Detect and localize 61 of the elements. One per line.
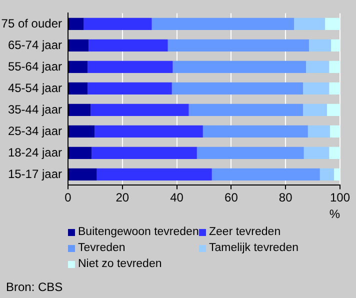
x-tick-label: 0 [64, 190, 72, 205]
x-tick-label: 40 [170, 190, 184, 205]
x-tick-label: 20 [116, 190, 130, 205]
x-tick-label: 100 [330, 190, 350, 205]
y-tick-label: 75 of ouder [1, 16, 62, 30]
legend-label: Tevreden [78, 242, 126, 254]
bar [68, 104, 91, 116]
bar [329, 82, 340, 94]
bar [308, 39, 332, 52]
bar [88, 82, 172, 94]
y-tick-label: 55-64 jaar [8, 59, 62, 74]
bar [152, 18, 294, 30]
legend-label: Buitengewoon tevreden [78, 226, 199, 238]
bar [303, 104, 327, 116]
bar [88, 60, 173, 73]
y-tick-label: 25-34 jaar [8, 124, 62, 138]
bar [168, 39, 309, 52]
bar [68, 82, 88, 94]
bar [172, 60, 306, 73]
bar [196, 146, 304, 159]
legend-label: Zeer tevreden [209, 226, 281, 238]
x-tick-label: 60 [224, 190, 238, 205]
x-axis-title: % [329, 207, 340, 222]
legend-label: Niet zo tevreden [78, 258, 162, 270]
bar [68, 60, 88, 73]
bar [68, 168, 97, 180]
legend-label: Tamelijk tevreden [209, 242, 298, 254]
bar [212, 168, 320, 180]
x-tick-label: 80 [278, 190, 293, 205]
bar [88, 39, 168, 52]
bar [306, 60, 330, 73]
y-tick-label: 65-74 jaar [8, 38, 62, 52]
bar [84, 18, 152, 30]
bar [294, 18, 326, 30]
bar [308, 125, 330, 138]
bar [303, 82, 330, 94]
bar [202, 125, 308, 138]
bar [68, 146, 92, 159]
bar [326, 104, 340, 116]
bar [304, 146, 330, 159]
bar [334, 168, 340, 180]
bar [325, 18, 340, 30]
bar [172, 82, 304, 94]
bar [94, 125, 203, 138]
bar [330, 125, 340, 138]
y-tick-label: 35-44 jaar [8, 102, 62, 116]
text: Bron: CBS [6, 280, 63, 294]
bar [329, 146, 340, 159]
y-tick-label: 15-17 jaar [8, 166, 62, 181]
bar [320, 168, 334, 180]
bar [68, 39, 89, 52]
bar [68, 125, 95, 138]
bar [68, 18, 84, 30]
y-tick-label: 18-24 jaar [8, 145, 62, 160]
bar [90, 104, 189, 116]
bar [96, 168, 212, 180]
bar [331, 39, 340, 52]
bar [188, 104, 304, 116]
bar [92, 146, 197, 159]
bar [329, 60, 340, 73]
y-tick-label: 45-54 jaar [8, 80, 62, 95]
